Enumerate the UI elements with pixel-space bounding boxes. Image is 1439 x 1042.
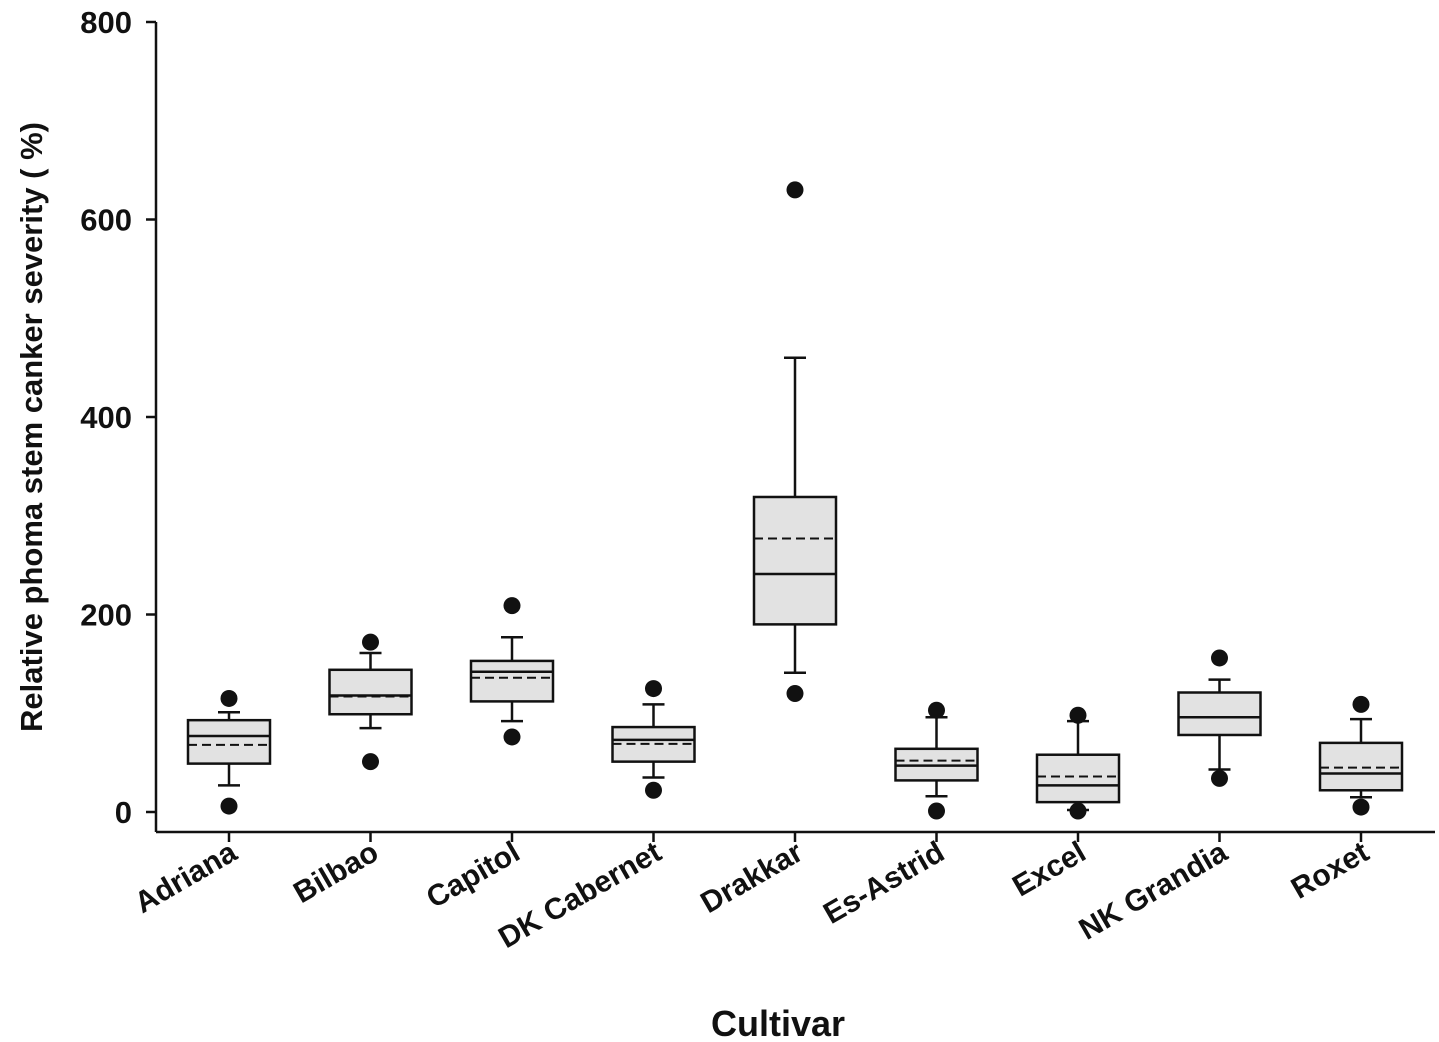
outlier-point [645, 680, 662, 698]
outlier-point [928, 802, 945, 820]
y-tick-label: 0 [115, 795, 132, 830]
y-axis-title: Relative phoma stem canker severity ( %) [14, 122, 49, 732]
y-tick-label: 600 [80, 203, 132, 238]
outlier-point [503, 728, 521, 746]
box-series [186, 181, 1404, 820]
box-drakkar [752, 181, 838, 702]
outlier-point [1211, 649, 1228, 667]
box-es-astrid [894, 701, 979, 820]
box-roxet [1318, 695, 1404, 816]
x-tick-label: Drakkar [695, 835, 809, 920]
box-adriana [186, 689, 272, 815]
x-tick-label: Excel [1007, 835, 1091, 903]
y-tick-label: 800 [80, 5, 132, 40]
outlier-point [1069, 706, 1087, 724]
outlier-point [645, 781, 662, 799]
outlier-point [503, 597, 521, 615]
interquartile-box [1177, 691, 1262, 737]
y-ticks: 0 200 400 600 800 [80, 5, 156, 830]
x-axis-title: Cultivar [711, 1003, 845, 1042]
box-capitol [469, 597, 555, 746]
box-bilbao [328, 633, 413, 771]
y-tick-label: 400 [80, 400, 132, 435]
outlier-point [362, 753, 379, 771]
outlier-point [220, 689, 238, 707]
outlier-point [220, 797, 238, 815]
outlier-point [786, 685, 804, 702]
x-tick-label: Roxet [1286, 835, 1375, 905]
outlier-point [1211, 769, 1228, 787]
interquartile-box [611, 725, 696, 763]
x-tick-label: Adriana [129, 835, 243, 920]
box-excel [1035, 706, 1121, 820]
interquartile-box [469, 659, 555, 703]
outlier-point [786, 181, 804, 199]
interquartile-box [752, 495, 838, 626]
interquartile-box [186, 718, 272, 765]
outlier-point [1069, 802, 1087, 820]
y-tick-label: 200 [80, 598, 132, 633]
outlier-point [1352, 798, 1370, 816]
x-tick-label: NK Grandia [1074, 835, 1234, 946]
interquartile-box [1318, 741, 1404, 792]
outlier-point [362, 633, 379, 651]
x-tick-label: Capitol [421, 835, 526, 914]
interquartile-box [1035, 753, 1121, 804]
box-nk-grandia [1177, 649, 1262, 787]
box-dk-cabernet [611, 680, 696, 799]
interquartile-box [328, 668, 413, 716]
outlier-point [928, 701, 945, 719]
outlier-point [1352, 695, 1370, 713]
x-tick-label: Bilbao [288, 835, 384, 909]
x-tick-label: Es-Astrid [818, 835, 950, 930]
